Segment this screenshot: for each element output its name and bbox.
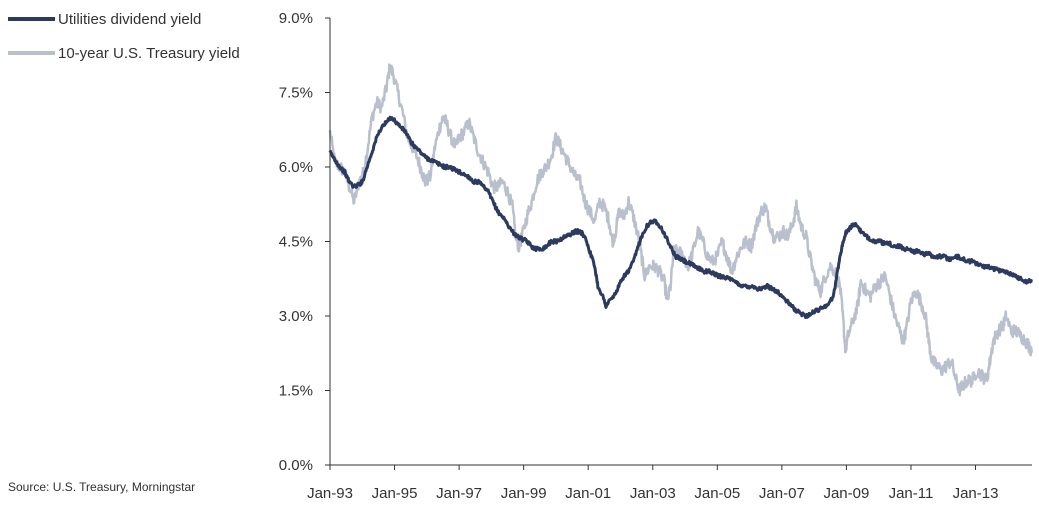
source-note: Source: U.S. Treasury, Morningstar — [8, 480, 195, 494]
x-tick-label: Jan-07 — [759, 485, 805, 502]
series-line-treasury — [328, 63, 1034, 397]
y-tick-label: 1.5% — [279, 383, 313, 400]
y-tick-label: 4.5% — [279, 234, 313, 251]
x-tick-label: Jan-11 — [889, 485, 934, 502]
series-layer — [328, 63, 1034, 397]
x-tick-label: Jan-97 — [436, 485, 482, 502]
axes — [329, 18, 1032, 466]
legend-label-utilities: Utilities dividend yield — [58, 11, 201, 28]
series-line-utilities — [328, 115, 1034, 319]
y-tick-label: 9.0% — [279, 10, 313, 27]
x-tick-label: Jan-05 — [694, 485, 740, 502]
y-tick-label: 3.0% — [279, 308, 313, 325]
x-tick-label: Jan-95 — [372, 485, 418, 502]
x-tick-label: Jan-93 — [307, 485, 353, 502]
y-ticks: 0.0% 1.5% 3.0% 4.5% 6.0% 7.5% 9.0% — [279, 10, 330, 474]
legend: Utilities dividend yield 10-year U.S. Tr… — [8, 11, 240, 62]
x-tick-label: Jan-03 — [630, 485, 676, 502]
x-tick-label: Jan-13 — [953, 485, 999, 502]
y-tick-label: 0.0% — [279, 457, 313, 474]
x-tick-label: Jan-09 — [823, 485, 869, 502]
x-tick-label: Jan-01 — [565, 485, 611, 502]
y-tick-label: 6.0% — [279, 159, 313, 176]
x-tick-label: Jan-99 — [501, 485, 547, 502]
legend-label-treasury: 10-year U.S. Treasury yield — [58, 45, 240, 62]
x-ticks: Jan-93 Jan-95 Jan-97 Jan-99 Jan-01 Jan-03 Jan-… — [307, 465, 998, 502]
y-tick-label: 7.5% — [279, 85, 313, 102]
